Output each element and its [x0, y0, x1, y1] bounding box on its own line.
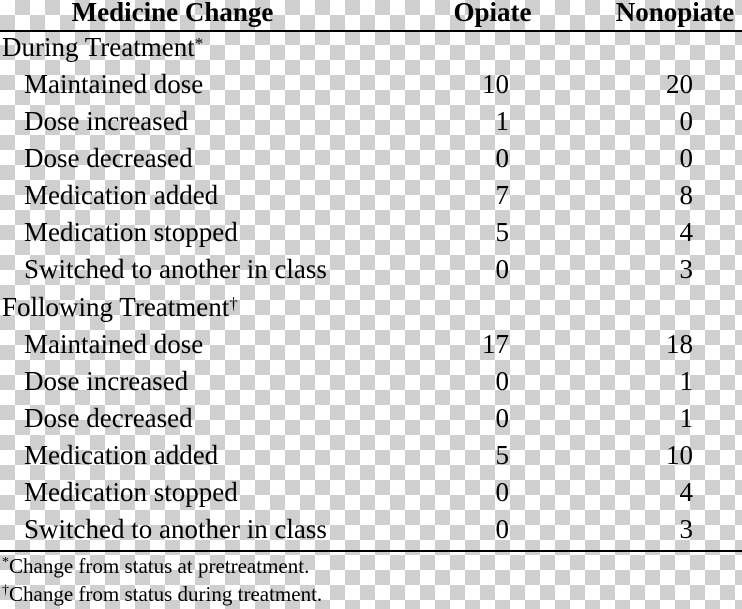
- table-row: Dose increased 0 1: [0, 363, 742, 400]
- row-label: Dose decreased: [24, 143, 193, 173]
- table-row: Maintained dose 10 20: [0, 66, 742, 103]
- nonopiate-value: 10: [666, 440, 693, 470]
- row-label: Maintained dose: [24, 329, 204, 359]
- row-label: Maintained dose: [24, 69, 204, 99]
- table-row: Dose decreased 0 0: [0, 140, 742, 177]
- table-bottom-rule: [0, 550, 742, 552]
- row-label: Medication stopped: [24, 217, 238, 247]
- table-row: Medication stopped 5 4: [0, 214, 742, 251]
- footnote-mark: *: [194, 34, 204, 53]
- section-label: Following Treatment†: [2, 292, 238, 322]
- opiate-value: 17: [482, 329, 509, 359]
- section-heading-during-treatment: During Treatment*: [0, 29, 742, 66]
- nonopiate-value: 3: [679, 514, 694, 544]
- opiate-value: 7: [495, 180, 510, 210]
- opiate-value: 5: [495, 217, 510, 247]
- table-header: Medicine Change Opiate Nonopiate: [0, 0, 742, 30]
- row-label: Medication stopped: [24, 477, 238, 507]
- nonopiate-value: 8: [679, 180, 694, 210]
- row-label: Switched to another in class: [24, 254, 327, 284]
- footnote-text: Change from status during treatment.: [9, 582, 323, 606]
- column-header-nonopiate: Nonopiate: [615, 0, 735, 27]
- nonopiate-value: 4: [679, 217, 694, 247]
- nonopiate-value: 4: [679, 477, 694, 507]
- column-header-opiate: Opiate: [453, 0, 532, 27]
- footnote-pretreatment: *Change from status at pretreatment.: [2, 553, 309, 579]
- opiate-value: 0: [495, 403, 510, 433]
- row-label: Dose increased: [24, 366, 189, 396]
- row-label: Dose increased: [24, 106, 189, 136]
- column-header-medicine-change: Medicine Change: [71, 0, 274, 27]
- table-row: Switched to another in class 0 3: [0, 251, 742, 288]
- opiate-value: 0: [495, 514, 510, 544]
- row-label: Medication added: [24, 440, 219, 470]
- opiate-value: 1: [495, 106, 510, 136]
- opiate-value: 10: [482, 69, 509, 99]
- opiate-value: 0: [495, 143, 510, 173]
- row-label: Switched to another in class: [24, 514, 327, 544]
- opiate-value: 0: [495, 254, 510, 284]
- nonopiate-value: 1: [679, 366, 694, 396]
- opiate-value: 5: [495, 440, 510, 470]
- table-row: Switched to another in class 0 3: [0, 511, 742, 548]
- nonopiate-value: 18: [666, 329, 693, 359]
- nonopiate-value: 0: [679, 106, 694, 136]
- nonopiate-value: 1: [679, 403, 694, 433]
- nonopiate-value: 3: [679, 254, 694, 284]
- footnote-mark: †: [2, 583, 9, 598]
- opiate-value: 0: [495, 477, 510, 507]
- table-row: Dose decreased 0 1: [0, 400, 742, 437]
- table-row: Medication added 7 8: [0, 177, 742, 214]
- table-row: Dose increased 1 0: [0, 103, 742, 140]
- opiate-value: 0: [495, 366, 510, 396]
- footnote-mark: *: [2, 555, 9, 570]
- header-rule: [0, 30, 742, 32]
- table-row: Medication added 5 10: [0, 437, 742, 474]
- row-label: Dose decreased: [24, 403, 193, 433]
- row-label: Medication added: [24, 180, 219, 210]
- footnote-during-treatment: †Change from status during treatment.: [2, 581, 322, 607]
- section-heading-following-treatment: Following Treatment†: [0, 289, 742, 326]
- footnote-mark: †: [229, 294, 238, 313]
- table-row: Maintained dose 17 18: [0, 326, 742, 363]
- table-row: Medication stopped 0 4: [0, 474, 742, 511]
- footnote-text: Change from status at pretreatment.: [9, 554, 310, 578]
- nonopiate-value: 0: [679, 143, 694, 173]
- section-label: During Treatment*: [2, 32, 204, 62]
- nonopiate-value: 20: [666, 69, 693, 99]
